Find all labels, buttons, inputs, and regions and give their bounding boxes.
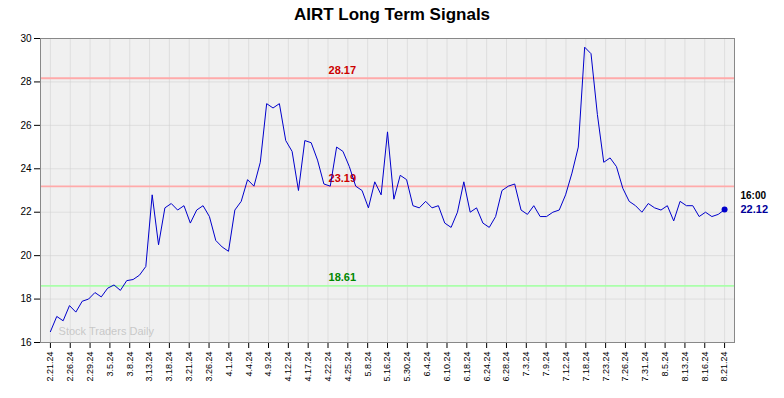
- svg-text:7.12.24: 7.12.24: [561, 352, 571, 382]
- svg-text:7.26.24: 7.26.24: [620, 352, 630, 382]
- svg-text:4.22.24: 4.22.24: [323, 352, 333, 382]
- svg-text:3.21.24: 3.21.24: [184, 352, 194, 382]
- svg-text:2.26.24: 2.26.24: [65, 352, 75, 382]
- svg-text:4.17.24: 4.17.24: [303, 352, 313, 382]
- svg-text:8.21.24: 8.21.24: [719, 352, 729, 382]
- svg-text:6.18.24: 6.18.24: [462, 352, 472, 382]
- svg-text:20: 20: [20, 250, 32, 261]
- svg-text:4.25.24: 4.25.24: [343, 352, 353, 382]
- svg-text:5.30.24: 5.30.24: [402, 352, 412, 382]
- svg-text:7.31.24: 7.31.24: [640, 352, 650, 382]
- svg-text:6.24.24: 6.24.24: [482, 352, 492, 382]
- svg-text:3.13.24: 3.13.24: [144, 352, 154, 382]
- svg-text:6.4.24: 6.4.24: [422, 352, 432, 377]
- svg-text:4.9.24: 4.9.24: [263, 352, 273, 377]
- svg-text:4.4.24: 4.4.24: [244, 352, 254, 377]
- svg-text:8.5.24: 8.5.24: [660, 352, 670, 377]
- svg-text:5.8.24: 5.8.24: [363, 352, 373, 377]
- svg-text:30: 30: [20, 33, 32, 44]
- svg-text:23.19: 23.19: [328, 171, 356, 184]
- svg-text:28.17: 28.17: [329, 64, 357, 76]
- svg-text:5.16.24: 5.16.24: [382, 352, 392, 382]
- svg-text:Stock Traders Daily: Stock Traders Daily: [59, 325, 155, 337]
- svg-text:4.1.24: 4.1.24: [224, 352, 234, 377]
- svg-text:18: 18: [20, 293, 32, 304]
- svg-text:18.61: 18.61: [329, 271, 357, 283]
- svg-text:2.21.24: 2.21.24: [45, 352, 55, 382]
- svg-text:8.13.24: 8.13.24: [680, 352, 690, 382]
- svg-text:3.5.24: 3.5.24: [105, 352, 115, 377]
- html-text:AIRT Long Term Signals: AIRT Long Term Signals: [293, 5, 491, 24]
- svg-text:7.23.24: 7.23.24: [600, 352, 610, 382]
- svg-text:7.9.24: 7.9.24: [541, 352, 551, 377]
- svg-text:8.16.24: 8.16.24: [700, 352, 710, 382]
- svg-text:7.18.24: 7.18.24: [581, 352, 591, 382]
- svg-text:6.28.24: 6.28.24: [501, 352, 511, 382]
- svg-text:7.3.24: 7.3.24: [521, 352, 531, 377]
- svg-text:3.8.24: 3.8.24: [125, 352, 135, 377]
- svg-text:6.10.24: 6.10.24: [442, 352, 452, 382]
- svg-text:2.29.24: 2.29.24: [85, 352, 95, 382]
- svg-text:4.12.24: 4.12.24: [283, 352, 293, 382]
- svg-text:26: 26: [20, 120, 32, 131]
- svg-text:22.12: 22.12: [741, 203, 769, 215]
- svg-text:24: 24: [20, 163, 32, 174]
- svg-text:3.18.24: 3.18.24: [164, 352, 174, 382]
- svg-text:16:00: 16:00: [741, 190, 767, 201]
- svg-text:22: 22: [20, 206, 32, 217]
- svg-text:28: 28: [20, 76, 32, 87]
- svg-text:3.26.24: 3.26.24: [204, 352, 214, 382]
- svg-text:16: 16: [20, 337, 32, 348]
